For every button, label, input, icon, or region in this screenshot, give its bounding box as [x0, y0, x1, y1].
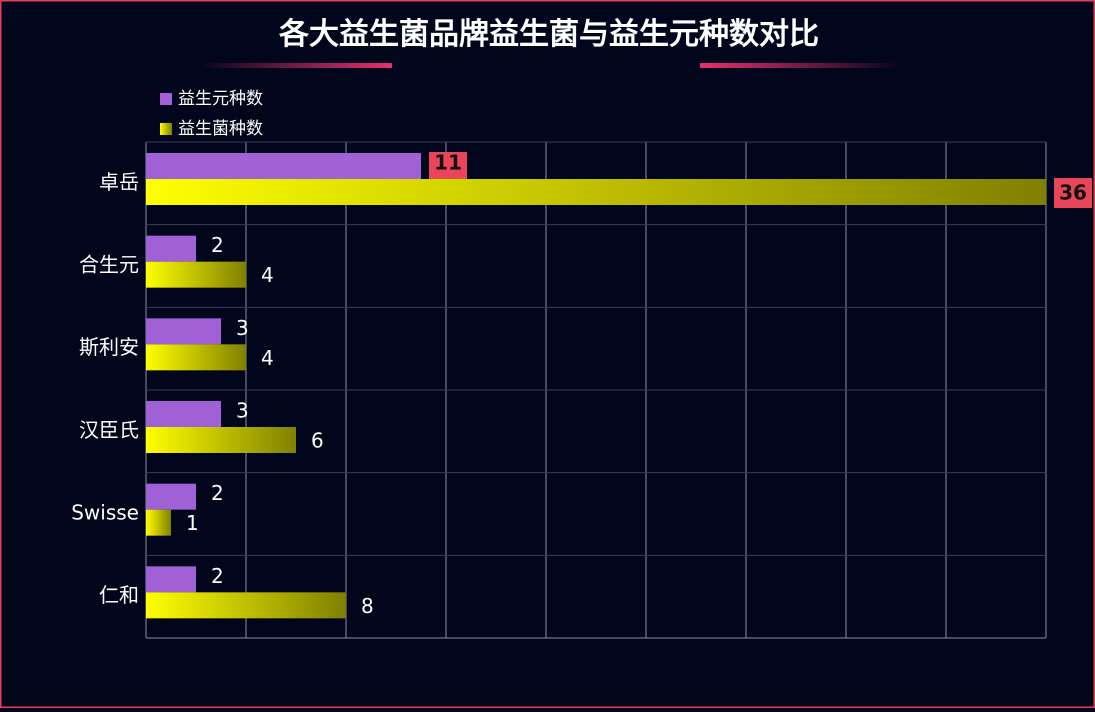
chart-title: 各大益生菌品牌益生菌与益生元种数对比: [278, 17, 819, 52]
y-tick-label: 合生元: [79, 253, 139, 277]
bar: [146, 179, 1046, 205]
bar: [146, 509, 171, 536]
bar: [146, 344, 246, 371]
y-tick-label: 仁和: [99, 583, 139, 607]
value-label: 6: [311, 429, 324, 453]
value-label: 36: [1059, 181, 1087, 205]
value-label: 1: [186, 511, 199, 535]
value-label: 2: [211, 233, 224, 257]
bar: [146, 318, 221, 345]
title-decoration: [700, 63, 900, 68]
value-label: 2: [211, 564, 224, 588]
value-label: 4: [261, 263, 274, 287]
y-tick-label: Swisse: [71, 501, 139, 525]
legend-label: 益生元种数: [178, 89, 263, 109]
bar: [146, 566, 196, 593]
value-label-box: [429, 152, 467, 182]
legend-swatch: [160, 93, 172, 105]
value-label: 8: [361, 594, 374, 618]
bar: [146, 592, 346, 619]
y-tick-label: 汉臣氏: [79, 418, 139, 442]
bar: [146, 153, 421, 179]
value-label: 4: [261, 346, 274, 370]
bar: [146, 483, 196, 510]
value-label: 11: [434, 151, 462, 175]
y-tick-label: 卓岳: [99, 170, 139, 194]
value-label: 3: [236, 316, 249, 340]
legend-swatch: [160, 123, 172, 135]
title-decoration: [200, 63, 392, 68]
y-tick-label: 斯利安: [79, 335, 139, 359]
legend-label: 益生菌种数: [178, 119, 263, 139]
value-label-box: [1054, 178, 1092, 208]
bar: [146, 261, 246, 288]
bar: [146, 427, 296, 453]
bar: [146, 235, 196, 262]
value-label: 2: [211, 481, 224, 505]
value-label: 3: [236, 399, 249, 423]
bar: [146, 401, 221, 427]
